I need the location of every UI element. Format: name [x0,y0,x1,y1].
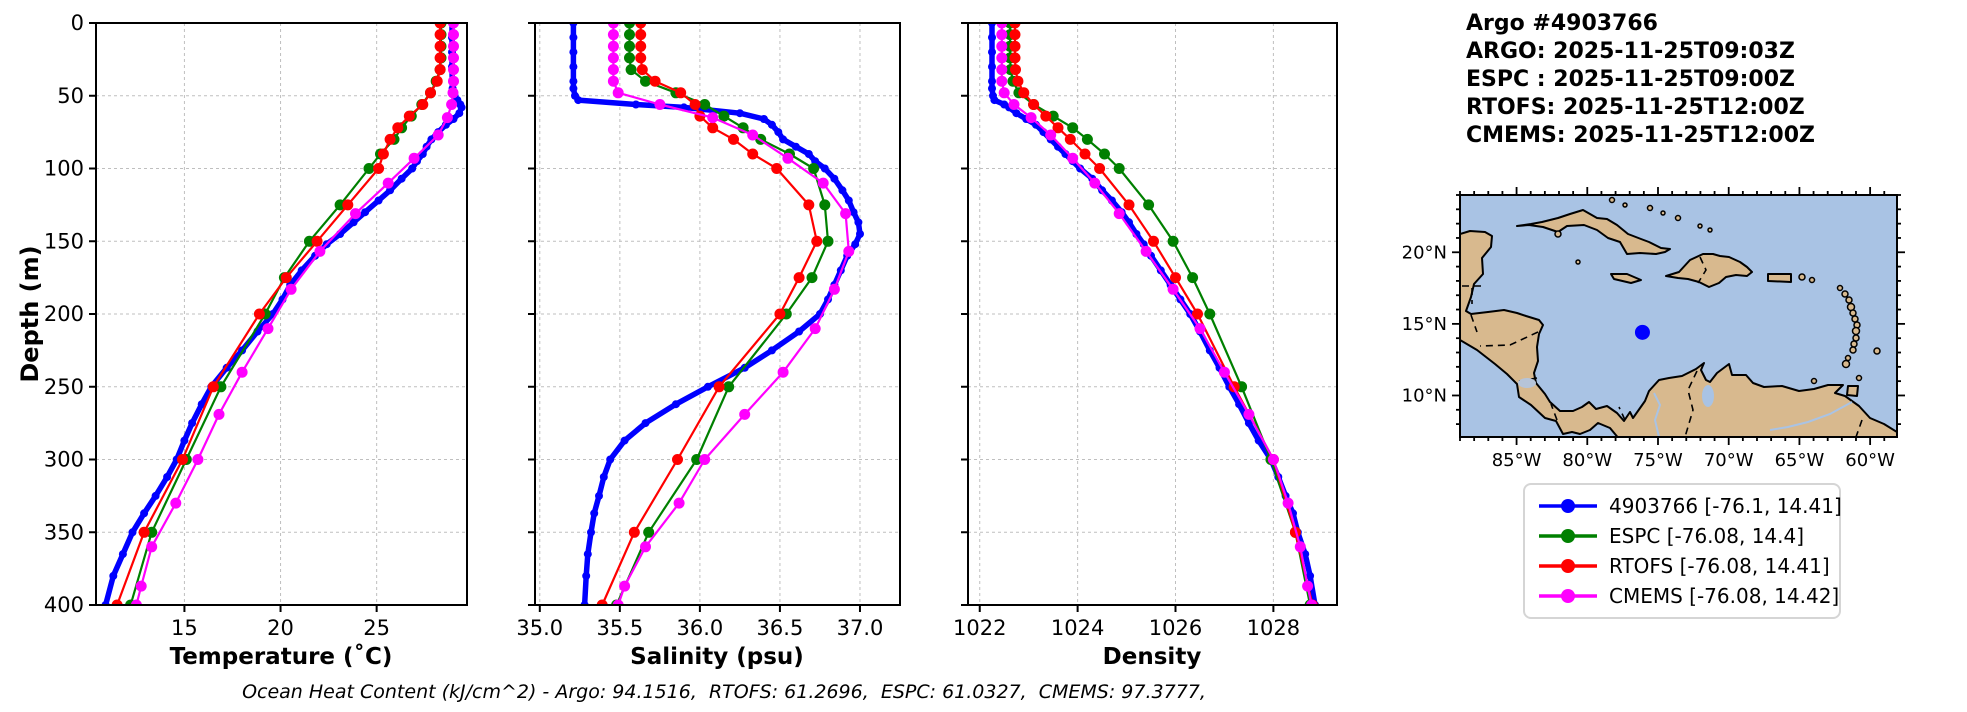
depth-axis-label: Depth (m) [16,245,44,383]
svg-text:65°W: 65°W [1775,450,1825,471]
legend-item-espc: ESPC [-76.08, 14.4] [1537,521,1827,551]
svg-text:15°N: 15°N [1402,314,1447,335]
map-land-trinidad [1846,385,1859,397]
svg-text:15: 15 [171,616,198,640]
map-lesser-antilles [1798,273,1881,385]
svg-text:200: 200 [44,302,84,326]
svg-text:35.5: 35.5 [596,616,643,640]
density-ticks [961,22,1275,612]
temperature-tick-labels: 15 20 25 [171,616,390,640]
temperature-series-RTOFS [111,22,446,606]
svg-text:250: 250 [44,375,84,399]
title-rtofs-time: RTOFS: 2025-11-25T12:00Z [1466,95,1805,120]
salinity-plot: 35.0 35.5 36.0 36.5 37.0 [516,22,901,640]
svg-text:350: 350 [44,520,84,544]
map-land-central-south-america [1460,230,1897,437]
svg-text:60°W: 60°W [1845,450,1895,471]
salinity-axis-label: Salinity (psu) [630,644,804,670]
svg-text:35.0: 35.0 [516,616,563,640]
map-ticks-labels: 85°W 80°W 75°W 70°W 65°W 60°W 20°N 15°N 10°N [1402,187,1905,471]
density-grid [968,23,1337,605]
svg-text:1024: 1024 [1051,616,1104,640]
title-cmems-time: CMEMS: 2025-11-25T12:00Z [1466,123,1815,148]
svg-text:150: 150 [44,229,84,253]
svg-text:10°N: 10°N [1402,385,1447,406]
svg-text:400: 400 [44,593,84,617]
temperature-ticks [89,22,378,612]
depth-tick-labels: 0 50 100 150 200 250 300 350 400 [44,11,84,617]
salinity-ticks [528,22,861,612]
title-block: Argo #4903766 ARGO: 2025-11-25T09:03Z ES… [1466,10,1815,150]
ocean-heat-content-note: Ocean Heat Content (kJ/cm^2) - Argo: 94.… [242,681,1206,703]
legend-item-cmems: CMEMS [-76.08, 14.42] [1537,581,1839,611]
map-lake-nicaragua [1518,378,1536,388]
svg-text:80°W: 80°W [1562,450,1612,471]
svg-text:85°W: 85°W [1492,450,1542,471]
svg-text:25: 25 [363,616,390,640]
map-land-puerto-rico [1767,273,1792,283]
legend-item-rtofs: RTOFS [-76.08, 14.41] [1537,551,1830,581]
map-border [1459,194,1898,438]
legend-line-dot-icon [1539,529,1597,543]
map-country-borders [1462,256,1863,437]
map-lake-maracaibo [1702,385,1714,407]
salinity-tick-labels: 35.0 35.5 36.0 36.5 37.0 [516,616,883,640]
temperature-series-CMEMS [130,22,459,606]
location-map: 85°W 80°W 75°W 70°W 65°W 60°W 20°N 15°N 10°N [1402,187,1905,471]
svg-text:300: 300 [44,448,84,472]
svg-text:70°W: 70°W [1704,450,1754,471]
float-position-marker [1634,324,1650,340]
salinity-series-RTOFS [596,22,823,606]
svg-text:36.0: 36.0 [677,616,724,640]
legend-label: ESPC [-76.08, 14.4] [1609,524,1805,548]
svg-text:50: 50 [57,84,84,108]
map-tick-labels: 85°W 80°W 75°W 70°W 65°W 60°W 20°N 15°N 10°N [1402,242,1896,471]
legend-line-dot-icon [1539,589,1597,603]
svg-text:1028: 1028 [1247,616,1300,640]
map-land-cuba [1516,209,1671,255]
svg-text:0: 0 [71,11,84,35]
legend-label: RTOFS [-76.08, 14.41] [1609,554,1830,578]
title-argo-time: ARGO: 2025-11-25T09:03Z [1466,39,1795,64]
legend-line-dot-icon [1539,559,1597,573]
map-land-jamaica [1610,273,1642,284]
legend-line-dot-icon [1539,499,1597,513]
legend-label: CMEMS [-76.08, 14.42] [1609,584,1840,608]
svg-text:20: 20 [267,616,294,640]
density-tick-labels: 1022 1024 1026 1028 [953,616,1300,640]
title-float-id: Argo #4903766 [1466,11,1658,36]
svg-text:1022: 1022 [953,616,1006,640]
svg-text:100: 100 [44,157,84,181]
temperature-grid [96,23,467,605]
temperature-axis-label: Temperature (˚C) [169,644,393,670]
legend: 4903766 [-76.1, 14.41] ESPC [-76.08, 14.… [1523,483,1842,619]
legend-item-argo: 4903766 [-76.1, 14.41] [1537,491,1842,521]
density-axis-label: Density [1102,644,1202,670]
legend-label: 4903766 [-76.1, 14.41] [1609,494,1842,518]
svg-text:37.0: 37.0 [837,616,884,640]
map-bahamas-caymans [1554,196,1713,265]
map-tick-marks [1452,187,1905,445]
density-series-CMEMS [996,22,1318,606]
density-plot: 1022 1024 1026 1028 [953,22,1338,640]
density-series-RTOFS [1009,22,1318,606]
map-rivers-lakes [1518,378,1853,437]
title-espc-time: ESPC : 2025-11-25T09:00Z [1466,67,1795,92]
svg-text:20°N: 20°N [1402,242,1447,263]
svg-text:1026: 1026 [1149,616,1202,640]
salinity-series-CMEMS [607,22,855,606]
svg-text:75°W: 75°W [1633,450,1683,471]
svg-text:36.5: 36.5 [757,616,804,640]
salinity-series-4903766 [569,22,864,606]
